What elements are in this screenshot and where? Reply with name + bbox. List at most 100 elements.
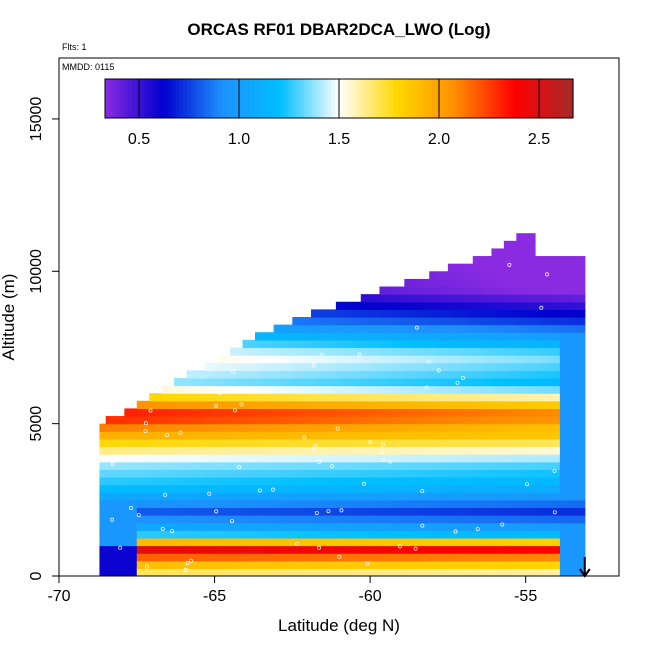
heatmap-cell [541, 545, 549, 554]
heatmap-cell [298, 553, 306, 562]
heatmap-cell [479, 553, 486, 562]
heatmap-cell [286, 339, 293, 349]
heatmap-cell [497, 492, 505, 501]
heatmap-cell [553, 355, 561, 364]
heatmap-cell [379, 339, 387, 349]
heatmap-cell [292, 339, 300, 349]
heatmap-cell [578, 286, 586, 295]
heatmap-cell [410, 286, 418, 295]
heatmap-cell [124, 484, 132, 493]
heatmap-cell [217, 530, 225, 539]
heatmap-cell [248, 347, 256, 356]
heatmap-cell [522, 263, 530, 272]
heatmap-cell [404, 393, 412, 402]
heatmap-cell [329, 362, 337, 371]
heatmap-cell [143, 568, 150, 576]
heatmap-cell [354, 530, 362, 539]
heatmap-cell [186, 492, 194, 501]
heatmap-cell [286, 461, 293, 470]
heatmap-cell [130, 469, 138, 478]
heatmap-cell [373, 408, 381, 417]
heatmap-cell [541, 416, 549, 425]
heatmap-cell [441, 431, 449, 440]
heatmap-cell [174, 400, 181, 410]
heatmap-cell [292, 515, 300, 524]
heatmap-cell [578, 362, 586, 371]
heatmap-cell [118, 484, 125, 493]
heatmap-cell [161, 484, 169, 493]
heatmap-cell [404, 553, 412, 562]
heatmap-cell [311, 499, 318, 509]
heatmap-cell [503, 393, 511, 402]
heatmap-cell [578, 560, 586, 569]
heatmap-cell [223, 492, 231, 501]
heatmap-cell [503, 476, 511, 486]
heatmap-cell [497, 309, 505, 318]
heatmap-cell [572, 545, 580, 554]
heatmap-cell [472, 515, 480, 524]
colorbar-swatch [479, 79, 484, 118]
colorbar-swatch [155, 79, 161, 118]
heatmap-cell [248, 377, 256, 387]
heatmap-cell [416, 324, 424, 333]
heatmap-cell [441, 476, 449, 486]
heatmap-cell [528, 454, 536, 463]
heatmap-cell [522, 553, 530, 562]
heatmap-cell [323, 339, 331, 349]
colorbar-swatch [151, 79, 157, 118]
heatmap-cell [441, 393, 449, 402]
heatmap-cell [205, 431, 213, 440]
heatmap-cell [217, 370, 225, 379]
heatmap-cell [348, 446, 356, 455]
heatmap-cell [535, 476, 542, 486]
heatmap-cell [360, 294, 368, 303]
heatmap-cell [323, 499, 331, 509]
heatmap-cell [491, 370, 499, 379]
heatmap-cell [373, 484, 381, 493]
heatmap-cell [255, 416, 262, 425]
heatmap-cell [466, 332, 474, 341]
heatmap-cell [279, 515, 287, 524]
heatmap-cell [367, 309, 374, 318]
heatmap-cell [360, 545, 368, 554]
heatmap-cell [466, 278, 474, 288]
heatmap-cell [447, 461, 455, 470]
heatmap-cell [503, 263, 511, 272]
heatmap-cell [535, 469, 542, 478]
colorbar-swatch [506, 79, 512, 118]
heatmap-cell [360, 515, 368, 524]
heatmap-cell [273, 499, 281, 509]
heatmap-cell [199, 537, 206, 547]
heatmap-cell [311, 431, 318, 440]
heatmap-cell [155, 530, 163, 539]
heatmap-cell [429, 362, 437, 371]
heatmap-cell [454, 461, 461, 470]
heatmap-cell [167, 545, 175, 554]
heatmap-cell [298, 355, 306, 364]
y-axis-label: Altitude (m) [0, 274, 18, 361]
heatmap-cell [111, 499, 119, 509]
heatmap-cell [342, 560, 349, 569]
colorbar-swatch [264, 79, 270, 118]
heatmap-cell [360, 492, 368, 501]
heatmap-cell [391, 438, 399, 448]
heatmap-cell [559, 370, 567, 379]
heatmap-cell [510, 339, 517, 349]
heatmap-cell [236, 347, 244, 356]
heatmap-cell [348, 560, 356, 569]
heatmap-cell [491, 324, 499, 333]
heatmap-cell [323, 454, 331, 463]
heatmap-cell [298, 530, 306, 539]
heatmap-cell [391, 362, 399, 371]
heatmap-cell [454, 385, 461, 394]
heatmap-cell [410, 492, 418, 501]
heatmap-cell [528, 385, 536, 394]
heatmap-cell [342, 416, 349, 425]
heatmap-cell [118, 515, 125, 524]
heatmap-cell [472, 317, 480, 326]
heatmap-cell [410, 515, 418, 524]
heatmap-cell [522, 324, 530, 333]
heatmap-cell [566, 530, 573, 539]
heatmap-cell [410, 431, 418, 440]
heatmap-cell [516, 240, 524, 250]
